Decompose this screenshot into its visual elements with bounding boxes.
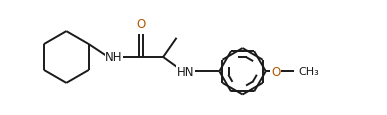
Text: NH: NH <box>105 51 123 64</box>
Text: O: O <box>271 65 280 78</box>
Text: CH₃: CH₃ <box>299 67 320 77</box>
Text: O: O <box>136 18 146 31</box>
Text: HN: HN <box>177 65 194 78</box>
